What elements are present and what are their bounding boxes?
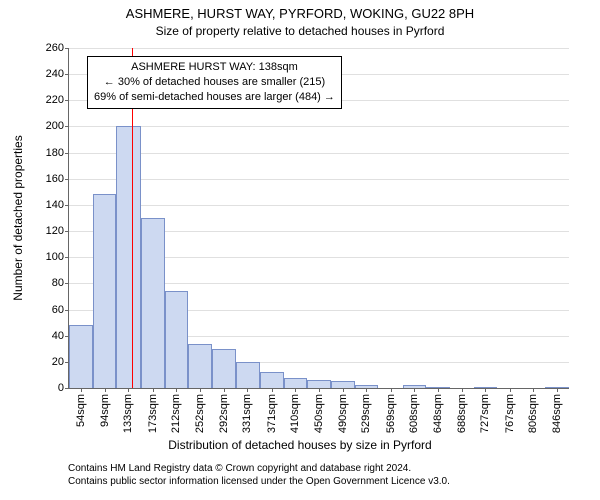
xtick-label: 94sqm bbox=[99, 394, 111, 427]
xtick-mark bbox=[247, 388, 248, 392]
histogram-bar bbox=[236, 362, 259, 388]
xtick-label: 173sqm bbox=[147, 394, 159, 433]
xtick-label: 648sqm bbox=[432, 394, 444, 433]
plot-area: 02040608010012014016018020022024026054sq… bbox=[68, 48, 569, 389]
xtick-mark bbox=[105, 388, 106, 392]
xtick-mark bbox=[343, 388, 344, 392]
xtick-mark bbox=[295, 388, 296, 392]
xtick-mark bbox=[366, 388, 367, 392]
xtick-mark bbox=[414, 388, 415, 392]
xtick-mark bbox=[510, 388, 511, 392]
y-axis-label: Number of detached properties bbox=[11, 135, 25, 300]
gridline bbox=[69, 179, 569, 180]
annotation-line3: 69% of semi-detached houses are larger (… bbox=[94, 90, 335, 105]
ytick-label: 20 bbox=[52, 356, 69, 368]
histogram-bar bbox=[307, 380, 331, 388]
ytick-label: 40 bbox=[52, 330, 69, 342]
xtick-label: 569sqm bbox=[385, 394, 397, 433]
footer-line2: Contains public sector information licen… bbox=[68, 475, 450, 488]
xtick-label: 490sqm bbox=[337, 394, 349, 433]
histogram-bar bbox=[165, 291, 188, 388]
footer-attribution: Contains HM Land Registry data © Crown c… bbox=[68, 462, 450, 488]
annotation-box: ASHMERE HURST WAY: 138sqm ← 30% of detac… bbox=[87, 56, 342, 109]
histogram-bar bbox=[141, 218, 165, 388]
ytick-label: 200 bbox=[46, 120, 69, 132]
histogram-bar bbox=[284, 378, 307, 388]
xtick-label: 252sqm bbox=[194, 394, 206, 433]
annotation-line1: ASHMERE HURST WAY: 138sqm bbox=[94, 60, 335, 75]
xtick-mark bbox=[128, 388, 129, 392]
xtick-mark bbox=[533, 388, 534, 392]
xtick-label: 54sqm bbox=[75, 394, 87, 427]
xtick-label: 846sqm bbox=[551, 394, 563, 433]
histogram-bar bbox=[188, 344, 212, 388]
ytick-label: 60 bbox=[52, 304, 69, 316]
gridline bbox=[69, 126, 569, 127]
xtick-label: 410sqm bbox=[289, 394, 301, 433]
xtick-label: 292sqm bbox=[218, 394, 230, 433]
chart-container: ASHMERE, HURST WAY, PYRFORD, WOKING, GU2… bbox=[0, 0, 600, 500]
xtick-label: 767sqm bbox=[504, 394, 516, 433]
histogram-bar bbox=[260, 372, 284, 388]
xtick-mark bbox=[391, 388, 392, 392]
gridline bbox=[69, 48, 569, 49]
gridline bbox=[69, 205, 569, 206]
xtick-label: 806sqm bbox=[527, 394, 539, 433]
ytick-label: 0 bbox=[58, 382, 69, 394]
chart-title: ASHMERE, HURST WAY, PYRFORD, WOKING, GU2… bbox=[0, 6, 600, 21]
ytick-label: 160 bbox=[46, 173, 69, 185]
ytick-label: 120 bbox=[46, 225, 69, 237]
ytick-label: 260 bbox=[46, 42, 69, 54]
xtick-mark bbox=[176, 388, 177, 392]
xtick-label: 133sqm bbox=[122, 394, 134, 433]
footer-line1: Contains HM Land Registry data © Crown c… bbox=[68, 462, 450, 475]
xtick-label: 529sqm bbox=[360, 394, 372, 433]
histogram-bar bbox=[116, 126, 140, 388]
xtick-mark bbox=[224, 388, 225, 392]
annotation-line2: ← 30% of detached houses are smaller (21… bbox=[94, 75, 335, 90]
xtick-mark bbox=[438, 388, 439, 392]
ytick-label: 240 bbox=[46, 68, 69, 80]
xtick-mark bbox=[272, 388, 273, 392]
xtick-label: 212sqm bbox=[170, 394, 182, 433]
xtick-label: 331sqm bbox=[241, 394, 253, 433]
xtick-mark bbox=[153, 388, 154, 392]
xtick-mark bbox=[319, 388, 320, 392]
xtick-label: 727sqm bbox=[479, 394, 491, 433]
xtick-label: 608sqm bbox=[408, 394, 420, 433]
histogram-bar bbox=[93, 194, 116, 388]
chart-subtitle: Size of property relative to detached ho… bbox=[0, 24, 600, 38]
xtick-mark bbox=[200, 388, 201, 392]
x-axis-label: Distribution of detached houses by size … bbox=[0, 438, 600, 452]
xtick-mark bbox=[462, 388, 463, 392]
histogram-bar bbox=[212, 349, 236, 388]
xtick-label: 688sqm bbox=[456, 394, 468, 433]
histogram-bar bbox=[69, 325, 93, 388]
ytick-label: 180 bbox=[46, 147, 69, 159]
xtick-mark bbox=[81, 388, 82, 392]
ytick-label: 140 bbox=[46, 199, 69, 211]
ytick-label: 80 bbox=[52, 277, 69, 289]
xtick-mark bbox=[557, 388, 558, 392]
xtick-label: 450sqm bbox=[313, 394, 325, 433]
xtick-mark bbox=[485, 388, 486, 392]
gridline bbox=[69, 153, 569, 154]
ytick-label: 100 bbox=[46, 251, 69, 263]
ytick-label: 220 bbox=[46, 94, 69, 106]
xtick-label: 371sqm bbox=[266, 394, 278, 433]
